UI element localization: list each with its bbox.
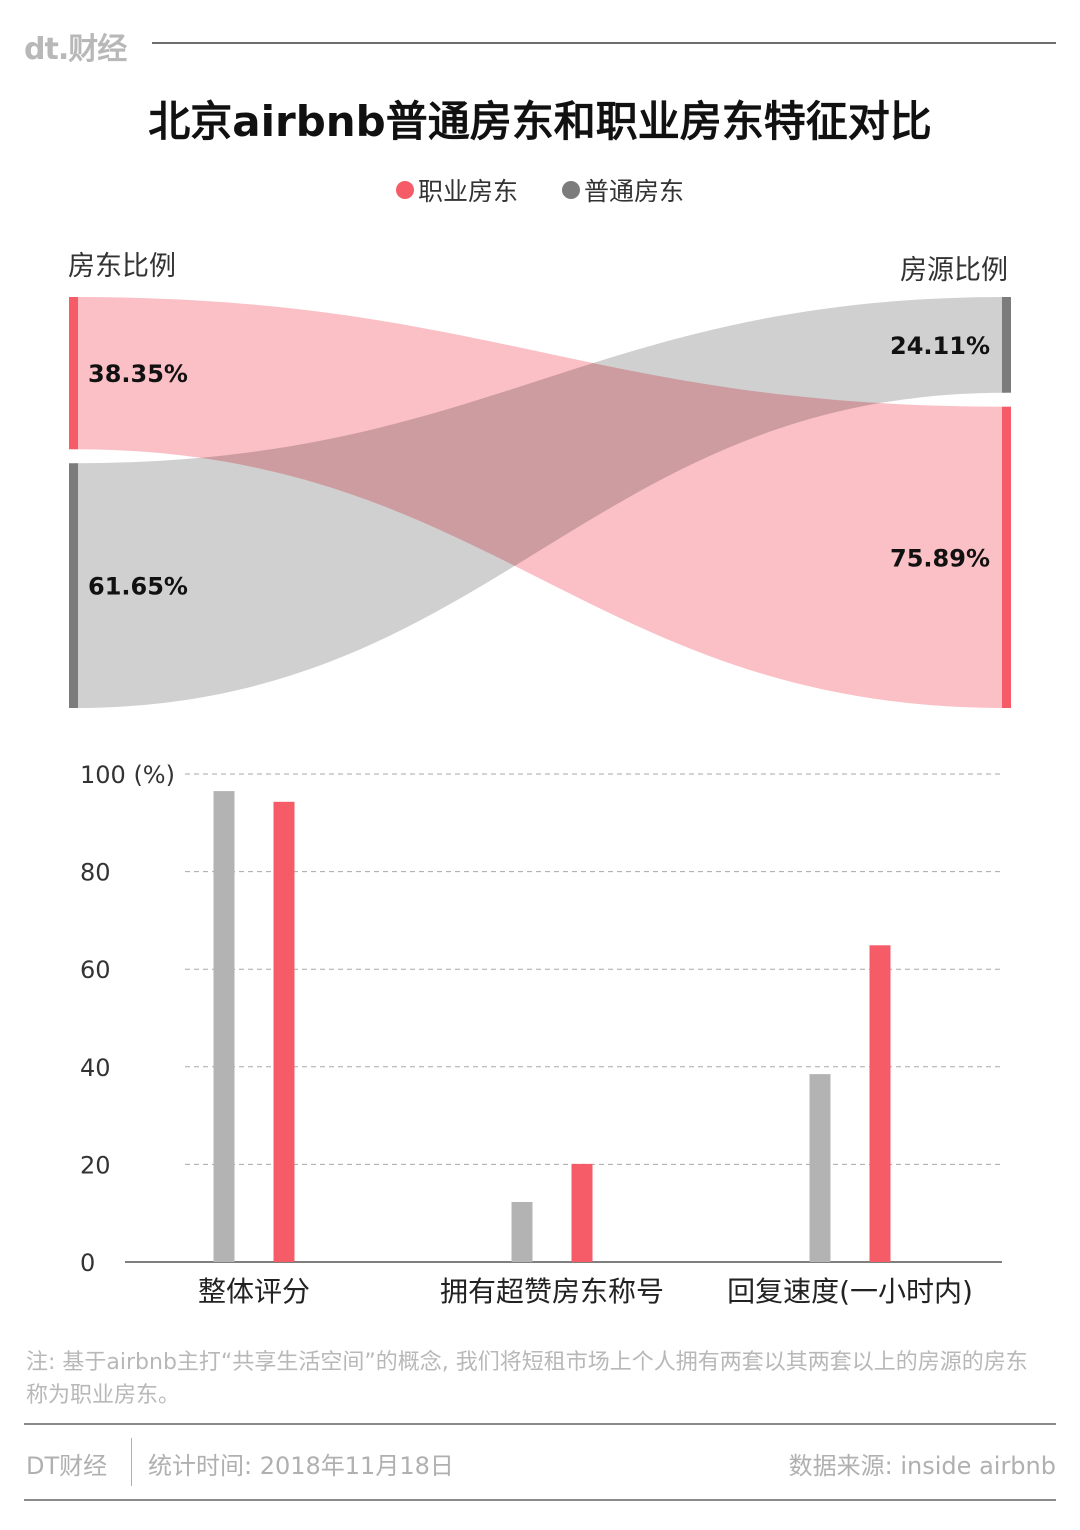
bar-professional [571, 1163, 593, 1262]
chart-title: 北京airbnb普通房东和职业房东特征对比 [148, 97, 932, 146]
sankey-right-node-ordinary [1002, 297, 1011, 393]
header-divider [152, 42, 1056, 44]
bar-y-tick-label: 20 [80, 1151, 111, 1179]
bar-ordinary [511, 1201, 533, 1262]
legend-item-ordinary: 普通房东 [561, 172, 684, 208]
legend-item-professional: 职业房东 [396, 172, 518, 208]
footer-brand: DT财经 [26, 1452, 108, 1480]
bar-x-tick-label: 拥有超赞房东称号 [440, 1275, 664, 1308]
footer-separator [131, 1438, 132, 1486]
bar-professional [869, 945, 891, 1262]
bar-ordinary [809, 1074, 831, 1262]
legend: 职业房东 普通房东 [0, 172, 1080, 208]
sankey-right-node-professional [1002, 406, 1011, 708]
footnote: 注: 基于airbnb主打“共享生活空间”的概念, 我们将短租市场上个人拥有两套… [26, 1350, 1028, 1408]
sankey-right-value-ordinary: 24.11% [890, 332, 990, 360]
footer-source: 数据来源: inside airbnb [788, 1452, 1056, 1480]
sankey-left-value-ordinary: 61.65% [88, 573, 188, 601]
bar-professional [273, 801, 295, 1262]
brand-logo: dt.财经 [24, 32, 127, 67]
legend-label-ordinary: 普通房东 [583, 177, 684, 206]
bar-y-tick-label: 100 (%) [80, 761, 175, 789]
sankey-left-node-professional [69, 297, 78, 450]
footer-date: 统计时间: 2018年11月18日 [148, 1452, 454, 1480]
footer-divider-bottom [24, 1499, 1056, 1501]
footer-divider-top [24, 1423, 1056, 1425]
sankey-right-axis-label: 房源比例 [900, 255, 1008, 286]
bar-y-tick-label: 60 [80, 956, 111, 984]
bar-y-tick-label: 80 [80, 859, 111, 887]
sankey-left-value-professional: 38.35% [88, 360, 188, 388]
legend-swatch-ordinary [561, 181, 580, 199]
bar-ordinary [213, 791, 235, 1262]
sankey-left-axis-label: 房东比例 [68, 251, 176, 282]
bar-y-tick-label: 40 [80, 1054, 111, 1082]
bar-x-tick-label: 整体评分 [198, 1275, 310, 1308]
legend-label-professional: 职业房东 [418, 177, 519, 206]
sankey-flow-ordinary [74, 297, 1006, 708]
bar-x-tick-label: 回复速度(一小时内) [727, 1275, 973, 1308]
sankey-right-value-professional: 75.89% [890, 544, 990, 572]
legend-swatch-professional [396, 181, 414, 199]
bar-y-tick-label: 0 [80, 1249, 95, 1277]
sankey-left-node-ordinary [69, 463, 78, 708]
